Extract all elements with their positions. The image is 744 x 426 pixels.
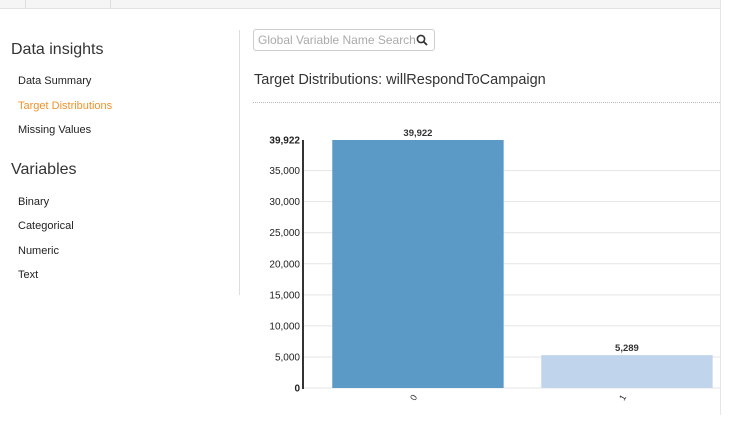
sidebar-divider [239,30,240,295]
bar-data-label: 39,922 [403,128,432,139]
top-toolbar [0,0,721,9]
content-border [720,0,721,415]
sidebar-item-target-distributions[interactable]: Target Distributions [18,100,113,112]
sidebar-item-text[interactable]: Text [18,269,39,281]
data-insights-heading: Data insights [11,41,104,58]
search-icon[interactable] [416,34,428,46]
y-tick-label: 5,000 [275,352,300,363]
y-tick-label: 39,922 [269,136,300,147]
page-title: Target Distributions: willRespondToCampa… [254,72,546,88]
title-divider [253,102,720,103]
sidebar-item-data-summary[interactable]: Data Summary [18,75,92,87]
variables-heading: Variables [11,161,77,178]
y-tick-label: 30,000 [269,197,300,208]
sidebar-item-binary[interactable]: Binary [18,196,50,208]
y-tick-label: 35,000 [269,166,300,177]
y-tick-label: 0 [294,384,300,395]
sidebar-item-missing-values[interactable]: Missing Values [18,124,92,136]
y-tick-label: 10,000 [269,321,300,332]
bar-1 [541,355,713,388]
y-tick-label: 25,000 [269,228,300,239]
x-tick-label: 0 [408,393,419,402]
global-variable-search[interactable] [253,29,435,51]
sidebar-item-categorical[interactable]: Categorical [18,220,74,232]
x-tick-label: 1 [617,393,628,402]
y-tick-label: 20,000 [269,259,300,270]
sidebar-item-numeric[interactable]: Numeric [18,245,59,257]
bar-0 [332,140,504,388]
y-tick-label: 15,000 [269,290,300,301]
toolbar-divider [110,0,111,8]
bar-data-label: 5,289 [615,343,639,354]
search-input[interactable] [258,33,416,47]
toolbar-divider [25,0,26,8]
